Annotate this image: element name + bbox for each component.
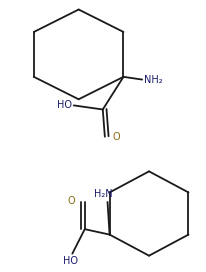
Text: H₂N: H₂N [94, 189, 112, 199]
Text: HO: HO [56, 100, 71, 110]
Text: O: O [112, 132, 119, 142]
Text: NH₂: NH₂ [144, 75, 162, 85]
Text: HO: HO [62, 256, 77, 266]
Text: O: O [68, 196, 75, 206]
